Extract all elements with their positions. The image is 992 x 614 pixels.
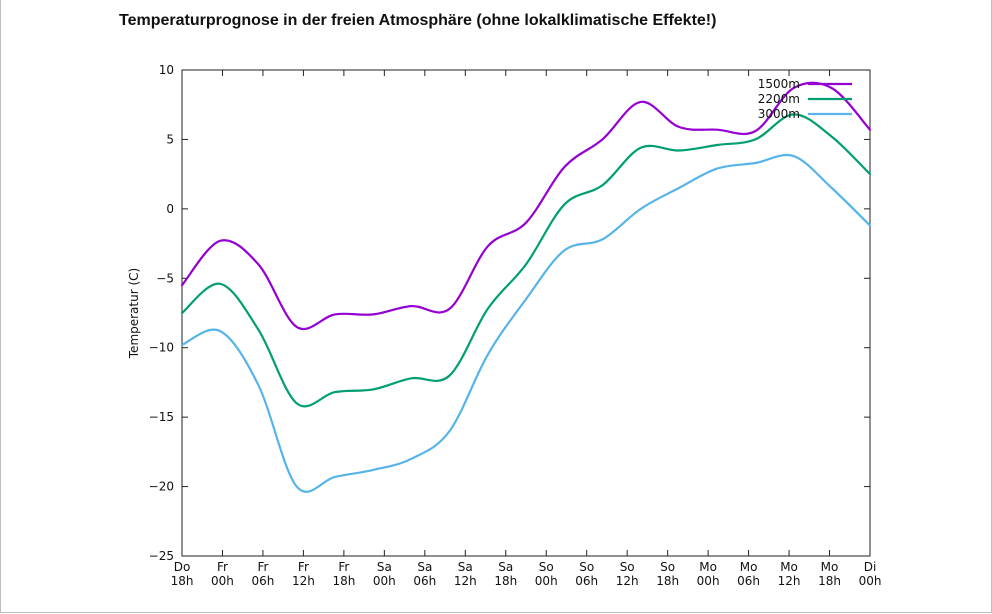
x-tick-day-label: Mo	[821, 560, 839, 574]
series-line-2200m	[180, 113, 872, 408]
legend-label: 3000m	[758, 107, 800, 121]
x-tick-hour-label: 00h	[535, 574, 558, 588]
y-tick-label: −10	[149, 341, 174, 355]
y-tick-label: −15	[149, 410, 174, 424]
x-tick-day-label: So	[579, 560, 594, 574]
x-tick-day-label: Sa	[417, 560, 432, 574]
x-tick-hour-label: 06h	[252, 574, 275, 588]
x-tick-hour-label: 06h	[413, 574, 436, 588]
x-tick-hour-label: 18h	[332, 574, 355, 588]
x-tick-hour-label: 06h	[575, 574, 598, 588]
x-tick-day-label: Mo	[699, 560, 717, 574]
x-tick-hour-label: 18h	[171, 574, 194, 588]
y-tick-label: 10	[159, 63, 174, 77]
x-tick-day-label: Sa	[377, 560, 392, 574]
x-tick-day-label: Mo	[780, 560, 798, 574]
x-tick-day-label: So	[660, 560, 675, 574]
x-tick-hour-label: 00h	[859, 574, 882, 588]
x-tick-hour-label: 18h	[656, 574, 679, 588]
legend-label: 1500m	[758, 77, 800, 91]
x-tick-day-label: Fr	[338, 560, 349, 574]
y-tick-label: −25	[149, 549, 174, 563]
x-tick-hour-label: 00h	[211, 574, 234, 588]
x-tick-day-label: Do	[174, 560, 191, 574]
y-axis-label: Temperatur (C)	[127, 268, 141, 359]
y-tick-label: 0	[166, 202, 174, 216]
legend-label: 2200m	[758, 92, 800, 106]
x-tick-hour-label: 12h	[292, 574, 315, 588]
x-tick-hour-label: 00h	[373, 574, 396, 588]
x-tick-day-label: So	[620, 560, 635, 574]
x-tick-hour-label: 18h	[494, 574, 517, 588]
x-tick-day-label: Mo	[740, 560, 758, 574]
x-tick-day-label: So	[539, 560, 554, 574]
x-tick-day-label: Fr	[257, 560, 268, 574]
series-line-3000m	[180, 154, 872, 493]
x-tick-day-label: Fr	[298, 560, 309, 574]
y-tick-label: −5	[156, 271, 174, 285]
y-tick-label: 5	[166, 132, 174, 146]
x-tick-day-label: Sa	[458, 560, 473, 574]
x-tick-hour-label: 06h	[737, 574, 760, 588]
x-tick-day-label: Fr	[217, 560, 228, 574]
chart-title: Temperaturprognose in der freien Atmosph…	[119, 12, 717, 29]
x-tick-day-label: Sa	[498, 560, 513, 574]
x-tick-hour-label: 00h	[697, 574, 720, 588]
x-tick-hour-label: 12h	[616, 574, 639, 588]
x-tick-hour-label: 18h	[818, 574, 841, 588]
y-tick-label: −20	[149, 480, 174, 494]
x-tick-day-label: Di	[864, 560, 877, 574]
series-line-1500m	[180, 81, 872, 330]
x-tick-hour-label: 12h	[778, 574, 801, 588]
x-tick-hour-label: 12h	[454, 574, 477, 588]
